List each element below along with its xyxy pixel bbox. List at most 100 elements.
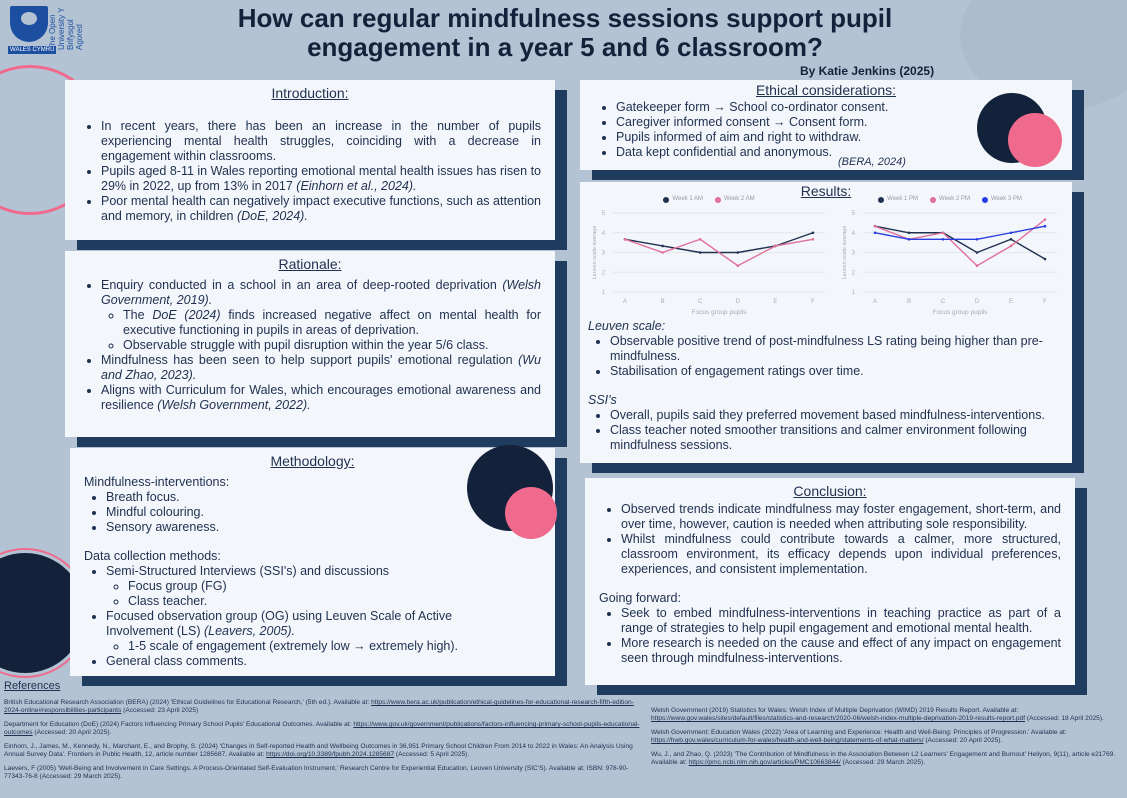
reference-item: British Educational Research Association… bbox=[4, 699, 634, 714]
introduction-item: Pupils aged 8-11 in Wales reporting emot… bbox=[101, 164, 541, 194]
reference-item: Welsh Government (2019) Statistics for W… bbox=[651, 707, 1104, 722]
y-tick-label: 5 bbox=[852, 211, 856, 217]
reference-link[interactable]: https://www.gov.wales/sites/default/file… bbox=[651, 715, 1026, 722]
conclusion-item: Seek to embed mindfulness-interventions … bbox=[621, 606, 1061, 636]
y-tick-label: 2 bbox=[602, 270, 606, 276]
conclusion-item: Whilst mindfulness could contribute towa… bbox=[621, 532, 1061, 577]
chart-pm: Week 1 PM Week 2 PM Week 3 PM 1 2 3 4 5 A B C D E F Fo… bbox=[835, 192, 1065, 317]
y-tick-label: 3 bbox=[602, 251, 606, 257]
logo-badge: WALES CYMRU bbox=[8, 46, 57, 54]
reference-link[interactable]: https://hwb.gov.wales/curriculum-for-wal… bbox=[651, 737, 924, 744]
series-line bbox=[624, 238, 814, 267]
x-tick-label: D bbox=[736, 299, 741, 305]
legend-entry: Week 1 PM bbox=[878, 192, 918, 207]
rationale-item: Aligns with Curriculum for Wales, which … bbox=[101, 383, 541, 413]
intervention-item: Mindful colouring. bbox=[106, 505, 541, 520]
reference-link[interactable]: https://doi.org/10.3389/fpubh.2024.12856… bbox=[266, 751, 395, 758]
series-line bbox=[874, 218, 1046, 267]
legend-marker bbox=[930, 196, 937, 203]
references-left: British Educational Research Association… bbox=[4, 699, 644, 787]
legend-entry: Week 3 PM bbox=[981, 192, 1022, 207]
data-point bbox=[941, 231, 945, 235]
results-item: Stabilisation of engagement ratings over… bbox=[610, 364, 1064, 379]
series-line bbox=[874, 225, 1046, 260]
data-point bbox=[661, 251, 664, 254]
y-axis-label: Leuven scale average bbox=[842, 226, 848, 280]
x-tick-label: C bbox=[941, 299, 946, 305]
y-tick-label: 4 bbox=[852, 231, 856, 237]
legend-entry: Week 2 AM bbox=[715, 192, 755, 207]
data-point bbox=[774, 244, 777, 248]
x-axis-label: Focus group pupils bbox=[692, 309, 748, 316]
line-chart: 1 2 3 4 5 A B C D E F Focus group pupils Leuven scal… bbox=[842, 211, 1057, 316]
decorative-pink-circle bbox=[1008, 113, 1062, 167]
data-point bbox=[736, 251, 740, 254]
method-item: General class comments. bbox=[106, 654, 541, 669]
x-tick-label: E bbox=[1009, 299, 1013, 305]
reference-link[interactable]: https://www.gov.uk/government/publicatio… bbox=[4, 721, 640, 736]
logo-text: The Open University Y Brifysgol Agored bbox=[48, 7, 84, 50]
data-point bbox=[873, 231, 877, 235]
chart-legend: Week 1 AM Week 2 AM bbox=[585, 192, 833, 207]
y-tick-label: 2 bbox=[852, 270, 856, 276]
data-point bbox=[736, 264, 740, 268]
interventions-label: Mindfulness-interventions: bbox=[84, 475, 230, 489]
reference-link[interactable]: https://www.bera.ac.uk/publication/ethic… bbox=[4, 699, 634, 714]
ssi-label: SSI's bbox=[588, 393, 617, 407]
ethical-item: Pupils informed of aim and right to with… bbox=[616, 130, 1058, 145]
legend-marker bbox=[878, 196, 885, 203]
leuven-label: Leuven scale: bbox=[588, 319, 666, 333]
data-point bbox=[623, 237, 627, 241]
reference-item: Department for Education (DoE) (2024) Fa… bbox=[4, 721, 640, 736]
method-item: Semi-Structured Interviews (SSI's) and d… bbox=[106, 564, 541, 609]
data-point bbox=[873, 224, 877, 228]
methodology-panel: Methodology: Mindfulness-interventions: … bbox=[70, 448, 555, 676]
data-point bbox=[811, 237, 815, 241]
data-point bbox=[975, 237, 979, 241]
reference-link[interactable]: https://pmc.ncbi.nlm.nih.gov/articles/PM… bbox=[688, 759, 841, 766]
ethical-item: Gatekeeper form → School co-ordinator co… bbox=[616, 100, 1058, 115]
reference-item: Welsh Government: Education Wales (2022)… bbox=[651, 729, 1067, 744]
ethical-item: Data kept confidential and anonymous. bbox=[616, 145, 1058, 160]
page-title: How can regular mindfulness sessions sup… bbox=[237, 3, 893, 62]
rationale-subitem: Observable struggle with pupil disruptio… bbox=[123, 338, 541, 353]
results-panel: Results: Week 1 AM Week 2 AM 1 2 3 4 5 A B C D E F Fo… bbox=[580, 182, 1072, 463]
data-point bbox=[907, 231, 911, 235]
reference-item: Einhorn, J., James, M., Kennedy, N., Mar… bbox=[4, 743, 633, 758]
data-point bbox=[1009, 244, 1013, 248]
data-point bbox=[975, 251, 979, 254]
results-item: Class teacher noted smoother transitions… bbox=[610, 423, 1064, 453]
legend-entry: Week 1 AM bbox=[663, 192, 703, 207]
introduction-panel: Introduction: In recent years, there has… bbox=[65, 80, 555, 240]
x-tick-label: A bbox=[623, 299, 627, 305]
x-tick-label: F bbox=[1043, 299, 1047, 305]
legend-marker bbox=[663, 196, 670, 203]
chart-legend: Week 1 PM Week 2 PM Week 3 PM bbox=[835, 192, 1065, 207]
decorative-pink-circle bbox=[505, 487, 557, 539]
x-tick-label: F bbox=[811, 299, 815, 305]
method-item: Focused observation group (OG) using Leu… bbox=[106, 609, 476, 654]
rationale-heading: Rationale: bbox=[278, 256, 342, 272]
conclusion-item: More research is needed on the cause and… bbox=[621, 636, 1061, 666]
author: By Katie Jenkins (2025) bbox=[800, 64, 935, 78]
x-tick-label: C bbox=[698, 299, 703, 305]
data-point bbox=[907, 237, 911, 241]
chart-am: Week 1 AM Week 2 AM 1 2 3 4 5 A B C D E F Focus group… bbox=[585, 192, 833, 317]
data-point bbox=[1043, 257, 1047, 261]
going-forward-label: Going forward: bbox=[599, 591, 681, 605]
data-point bbox=[661, 244, 664, 248]
methodology-heading: Methodology: bbox=[270, 453, 355, 469]
logo-shield-icon bbox=[10, 6, 48, 42]
introduction-item: Poor mental health can negatively impact… bbox=[101, 194, 541, 224]
rationale-subitem: The DoE (2024) finds increased negative … bbox=[123, 308, 541, 338]
intervention-item: Sensory awareness. bbox=[106, 520, 541, 535]
y-tick-label: 3 bbox=[852, 251, 856, 257]
data-point bbox=[941, 237, 945, 241]
references-heading: References bbox=[4, 680, 61, 692]
y-tick-label: 1 bbox=[852, 290, 856, 296]
data-point bbox=[975, 264, 979, 268]
data-methods-label: Data collection methods: bbox=[84, 549, 221, 563]
legend-entry: Week 2 PM bbox=[930, 192, 970, 207]
data-point bbox=[698, 251, 702, 254]
results-heading: Results: bbox=[800, 183, 852, 199]
